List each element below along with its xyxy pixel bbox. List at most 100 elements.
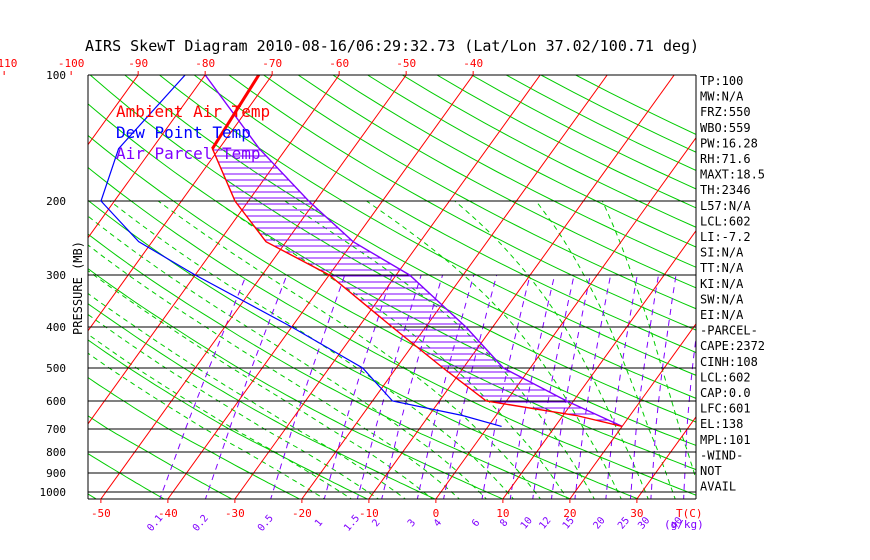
top-temp-tick-label: -70 [262, 57, 282, 70]
mixing-ratio-line [605, 274, 638, 499]
mixing-ratio-label: 12 [537, 515, 553, 531]
y-axis-label: PRESSURE (MB) [71, 241, 85, 335]
isotherm [100, 75, 407, 499]
cape-hatching [212, 149, 609, 421]
temperature-profile [211, 75, 623, 428]
mixing-ratio-line [443, 274, 498, 499]
isotherm [767, 69, 870, 505]
parcel-profile [204, 75, 623, 428]
isotherm [0, 69, 8, 505]
top-temp-tick-label: -40 [463, 57, 483, 70]
dry-adiabat [89, 75, 696, 423]
isotherm [368, 75, 675, 499]
pressure-tick-label: 100 [46, 69, 66, 82]
moist-adiabat [88, 215, 488, 499]
pressure-tick-label: 700 [46, 423, 66, 436]
bottom-temp-tick-label: -20 [292, 507, 312, 520]
mixing-ratio-line [509, 274, 556, 499]
mixing-ratio-label: 4 [432, 518, 444, 530]
index-value: SI:N/A [700, 246, 744, 260]
mixing-ratio-line [416, 274, 475, 499]
mixing-ratio-label: 1 [313, 518, 325, 530]
dry-adiabat [88, 268, 504, 499]
dry-adiabat [332, 75, 696, 268]
isotherm [0, 69, 75, 505]
top-temp-tick-label: -50 [396, 57, 416, 70]
dry-adiabat [0, 75, 31, 501]
index-value: EL:138 [700, 417, 743, 431]
index-value: CAPE:2372 [700, 339, 765, 353]
dry-adiabat [88, 103, 696, 446]
index-value: TT:N/A [700, 261, 744, 275]
mixing-ratio-line [629, 274, 659, 499]
dry-adiabat [367, 75, 696, 248]
dry-adiabat [193, 75, 696, 354]
moist-adiabat [88, 352, 326, 499]
index-value: EI:N/A [700, 308, 744, 322]
isotherm [435, 136, 696, 499]
index-value: -PARCEL- [700, 324, 758, 338]
index-value: FRZ:550 [700, 105, 751, 119]
mixing-ratio-line [204, 274, 288, 499]
dry-adiabat [471, 75, 696, 190]
bottom-temp-tick-label: 0 [433, 507, 440, 520]
moist-adiabat [454, 200, 649, 499]
moist-adiabat [601, 200, 696, 481]
pressure-tick-label: 600 [46, 395, 66, 408]
moist-adiabat [88, 333, 353, 499]
dry-adiabat [159, 75, 696, 376]
mixing-ratio-line [381, 274, 444, 499]
dry-adiabat [88, 415, 233, 499]
moist-adiabat [88, 269, 434, 499]
legend-entry: Air Parcel Temp [116, 144, 261, 163]
legend: Ambient Air Temp Dew Point Temp Air Parcel… [116, 102, 270, 163]
index-value: -WIND- [700, 448, 743, 462]
mixing-ratio-line [532, 274, 575, 499]
chart-title: AIRS SkewT Diagram 2010-08-16/06:29:32.7… [85, 37, 699, 55]
index-value: L57:N/A [700, 199, 751, 213]
pressure-tick-label: 800 [46, 446, 66, 459]
bottom-temp-tick-label: -10 [359, 507, 379, 520]
index-value: LCL:602 [700, 214, 751, 228]
moist-adiabat [88, 292, 407, 499]
index-value: LFC:601 [700, 402, 751, 416]
index-value: KI:N/A [700, 277, 744, 291]
legend-entry: Ambient Air Temp [116, 102, 270, 121]
index-value: RH:71.6 [700, 152, 751, 166]
tropopause-segment [211, 75, 261, 150]
moist-adiabat [88, 244, 461, 499]
moist-adiabat [88, 313, 380, 499]
index-value: CAP:0.0 [700, 386, 751, 400]
dry-adiabat [88, 303, 437, 499]
mixing-ratio-label: 3 [406, 518, 418, 530]
top-temp-tick-label: -100 [58, 57, 85, 70]
x-axis-label: T(C) [676, 507, 703, 520]
index-value: MPL:101 [700, 433, 751, 447]
dry-adiabat [88, 199, 640, 499]
dry-adiabat [88, 453, 165, 499]
dry-adiabat [297, 75, 696, 289]
bottom-temp-tick-label: 30 [630, 507, 643, 520]
top-temp-tick-label: -60 [329, 57, 349, 70]
isotherm [834, 69, 870, 505]
index-value: MAXT:18.5 [700, 168, 765, 182]
isotherm [88, 75, 139, 146]
pressure-tick-label: 400 [46, 321, 66, 334]
pressure-tick-label: 1000 [40, 486, 67, 499]
dry-adiabat [228, 75, 696, 331]
dry-adiabat [88, 166, 696, 496]
index-value: LCL:602 [700, 370, 751, 384]
bottom-temp-tick-label: -50 [91, 507, 111, 520]
mixing-ratio-label: 0.2 [191, 513, 211, 534]
mixing-ratio-line [574, 274, 612, 499]
dry-adiabat [263, 75, 696, 310]
index-value: WBO:559 [700, 121, 751, 135]
isotherm [569, 322, 696, 499]
index-value: PW:16.28 [700, 136, 758, 150]
bottom-temp-tick-label: 10 [496, 507, 509, 520]
index-value: TH:2346 [700, 183, 751, 197]
mixing-ratio-label: 6 [470, 518, 482, 530]
top-temp-tick-label: -80 [195, 57, 215, 70]
moist-adiabat [366, 200, 622, 499]
